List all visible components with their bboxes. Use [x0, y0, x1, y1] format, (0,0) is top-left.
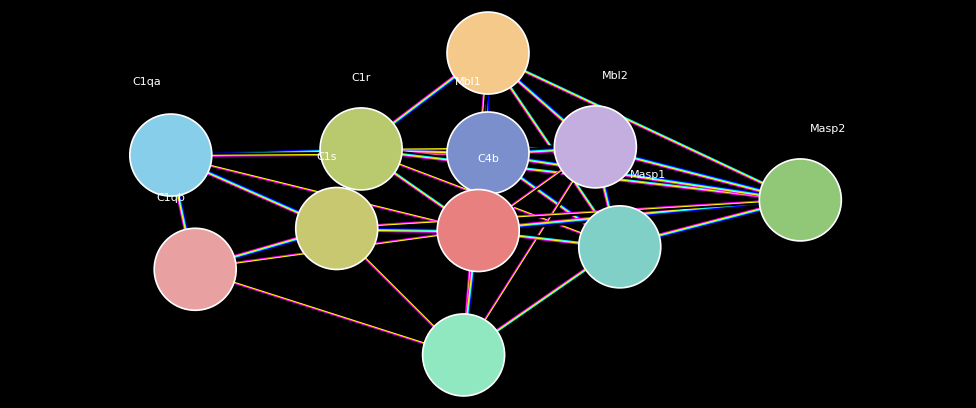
Text: Masp2: Masp2: [810, 124, 846, 133]
Ellipse shape: [130, 114, 212, 196]
Text: C1r: C1r: [351, 73, 371, 82]
Ellipse shape: [437, 190, 519, 271]
Ellipse shape: [296, 188, 378, 269]
Ellipse shape: [579, 206, 661, 288]
Ellipse shape: [320, 108, 402, 190]
Ellipse shape: [154, 228, 236, 310]
Ellipse shape: [447, 12, 529, 94]
Text: Mbl2: Mbl2: [601, 71, 629, 80]
Text: C1qa: C1qa: [133, 77, 161, 87]
Ellipse shape: [447, 112, 529, 194]
Text: C1s: C1s: [316, 152, 338, 162]
Ellipse shape: [423, 314, 505, 396]
Text: Masp1: Masp1: [630, 171, 666, 180]
Text: C4b: C4b: [477, 154, 499, 164]
Ellipse shape: [759, 159, 841, 241]
Ellipse shape: [554, 106, 636, 188]
Text: C1qb: C1qb: [156, 193, 185, 203]
Text: Mbl1: Mbl1: [455, 77, 482, 86]
